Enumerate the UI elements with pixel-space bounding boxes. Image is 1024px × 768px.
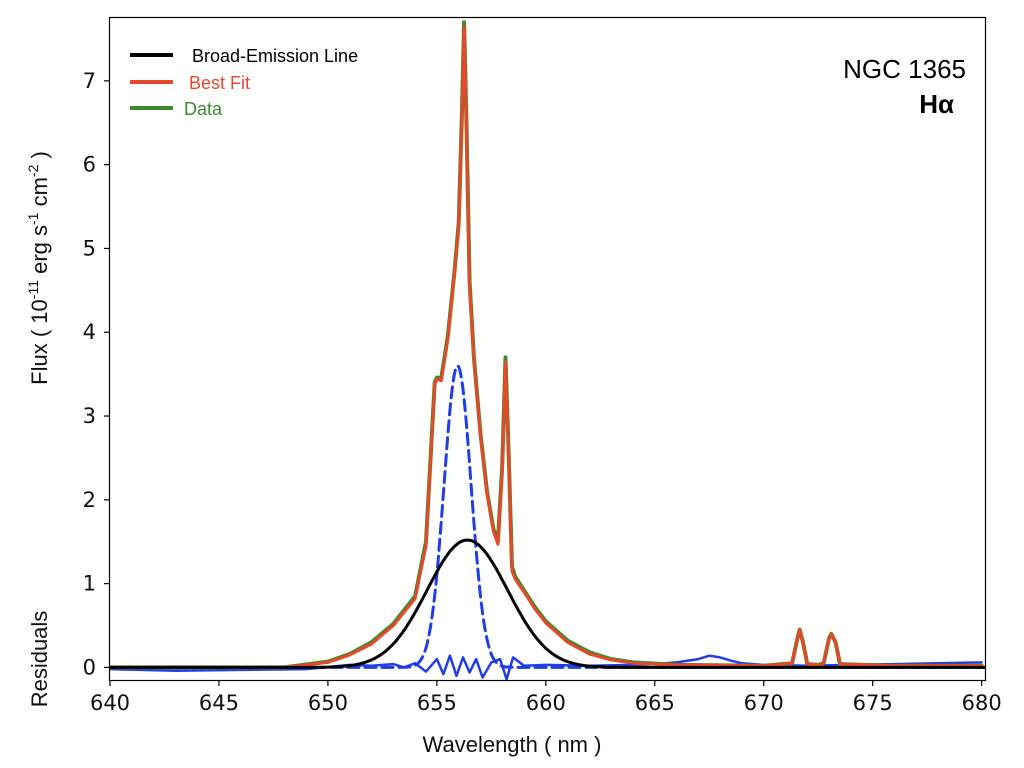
x-tick-label: 655 xyxy=(417,691,457,715)
y-axis-title-exp3: -2 xyxy=(25,164,41,177)
y-axis: 0 1 2 3 4 5 6 7 xyxy=(83,69,110,679)
x-tick-label: 660 xyxy=(526,691,566,715)
x-tick-label: 665 xyxy=(635,691,675,715)
line-name-annotation: Hα xyxy=(919,89,954,119)
y-tick-label: 0 xyxy=(83,655,96,679)
y-tick-label: 1 xyxy=(83,572,96,596)
x-tick-label: 650 xyxy=(308,691,348,715)
y-axis-title-base: Flux ( 10 xyxy=(27,299,52,385)
y-axis-title-exp2: -1 xyxy=(25,212,41,225)
series-data xyxy=(110,20,984,670)
series-best-fit xyxy=(110,24,984,669)
x-tick-label: 645 xyxy=(199,691,239,715)
plot-area xyxy=(110,20,986,680)
x-tick-label: 670 xyxy=(744,691,784,715)
x-tick-label: 680 xyxy=(962,691,1002,715)
y-axis-title-mid2: cm xyxy=(27,177,52,212)
y-tick-label: 3 xyxy=(83,404,96,428)
y-tick-label: 2 xyxy=(83,488,96,512)
axes-frame xyxy=(108,16,987,682)
residuals-axis-title: Residuals xyxy=(27,611,52,708)
y-tick-label: 5 xyxy=(83,236,96,260)
y-tick-label: 7 xyxy=(83,69,96,93)
x-axis: 640 645 650 655 660 665 670 675 680 xyxy=(90,680,1002,715)
y-tick-label: 6 xyxy=(83,153,96,177)
x-tick-label: 640 xyxy=(90,691,130,715)
object-name-annotation: NGC 1365 xyxy=(843,54,966,84)
legend-label-broad: Broad-Emission Line xyxy=(192,46,358,66)
legend: Broad-Emission Line Best Fit Data xyxy=(130,46,358,119)
y-axis-title-mid1: erg s xyxy=(27,225,52,280)
y-axis-title-end: ) xyxy=(27,151,52,164)
x-tick-label: 675 xyxy=(853,691,893,715)
x-axis-title: Wavelength ( nm ) xyxy=(423,732,602,757)
y-axis-title-exp1: -11 xyxy=(25,280,41,299)
y-tick-label: 4 xyxy=(83,320,96,344)
legend-label-data: Data xyxy=(184,99,223,119)
y-axis-title: Flux ( 10-11 erg s-1 cm-2 ) xyxy=(25,151,52,385)
legend-label-best-fit: Best Fit xyxy=(189,73,250,93)
series-residuals xyxy=(110,654,983,680)
series-broad-emission-line xyxy=(110,538,986,669)
